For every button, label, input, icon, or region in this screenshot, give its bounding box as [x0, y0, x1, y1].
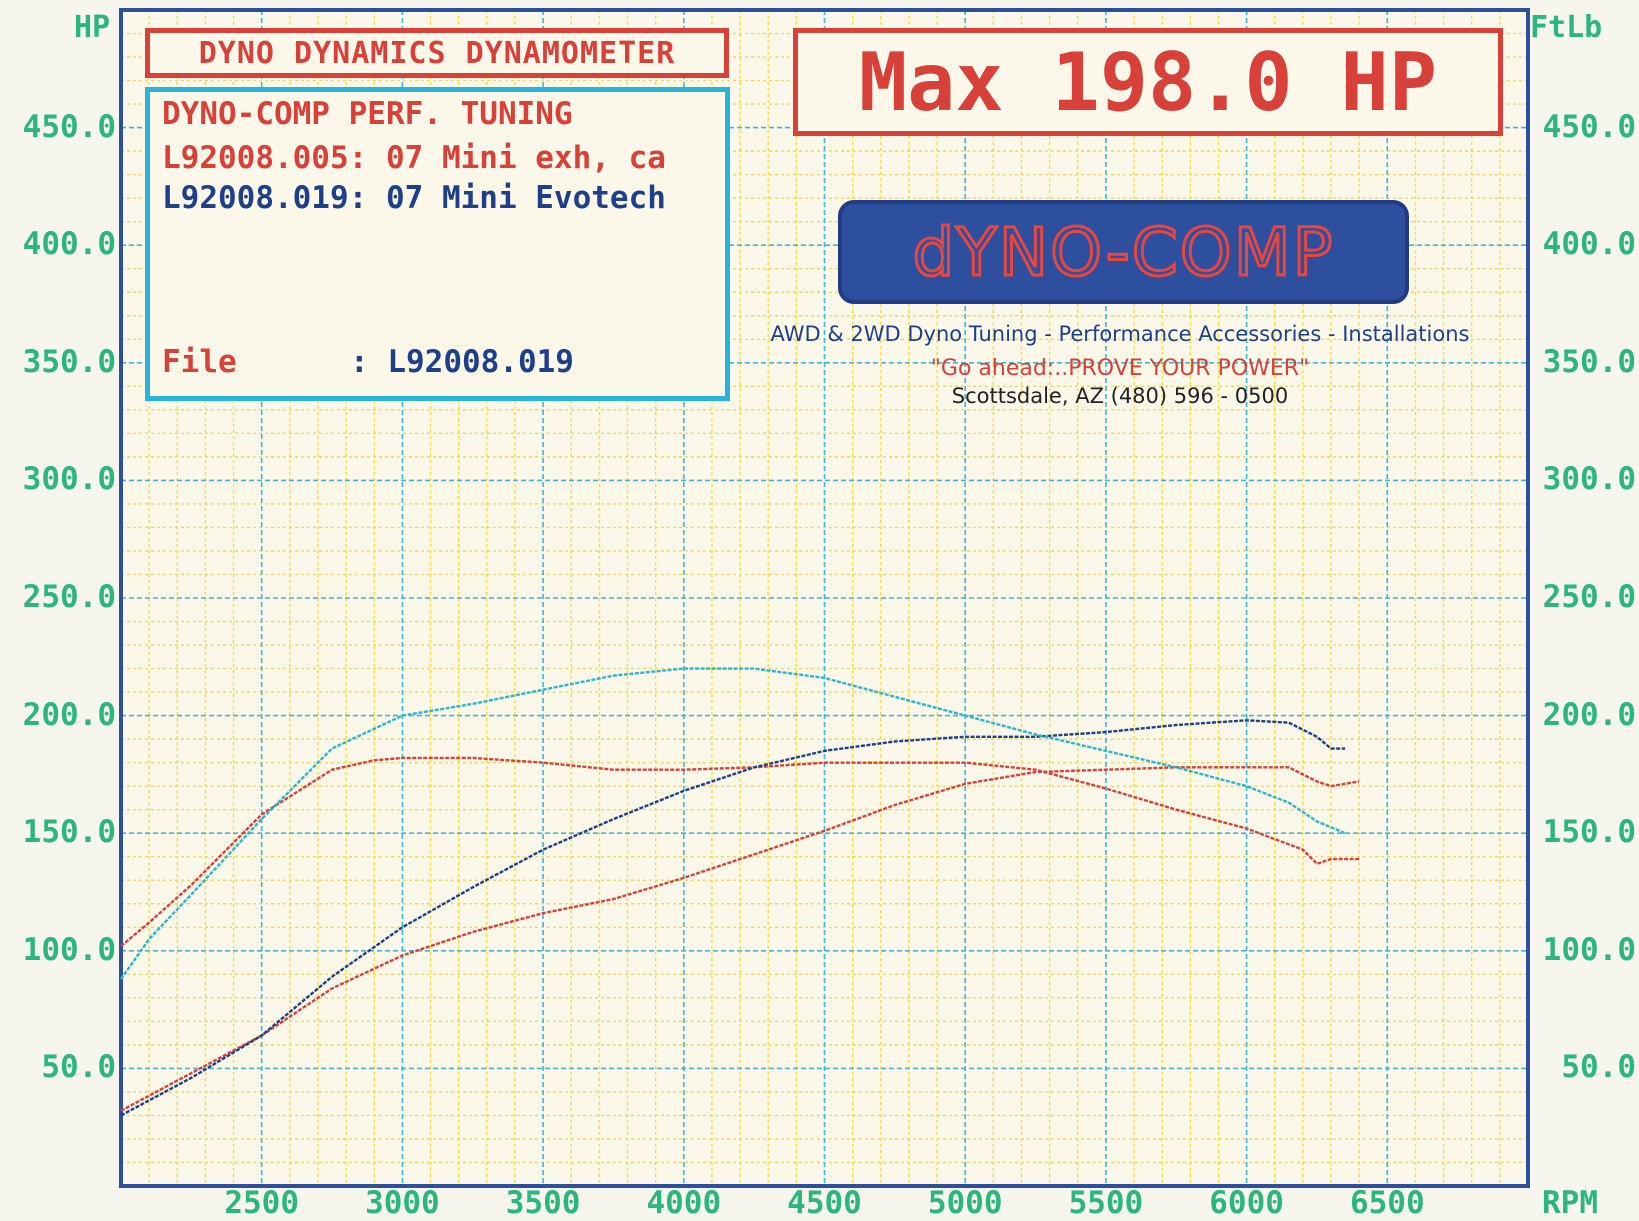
y-tick-right: 450.0 — [1542, 108, 1636, 145]
y-tick-right: 150.0 — [1542, 814, 1636, 851]
x-tick: 3500 — [505, 1185, 581, 1221]
shop-contact: Scottsdale, AZ (480) 596 - 0500 — [951, 384, 1289, 408]
x-tick: 4000 — [646, 1185, 722, 1221]
series-layer — [120, 667, 1360, 1117]
shop-slogan: "Go ahead:..PROVE YOUR POWER" — [930, 356, 1310, 381]
logo-text: dYNO-COMP — [911, 212, 1335, 292]
y-tick-left: 150.0 — [22, 814, 116, 851]
series-line-4 — [120, 667, 1346, 980]
y-tick-left: 100.0 — [22, 931, 116, 968]
y-tick-left: 250.0 — [22, 579, 116, 615]
x-tick: 6000 — [1209, 1185, 1284, 1221]
run-info-box: DYNO-COMP PERF. TUNING L92008.005: 07 Mi… — [145, 87, 730, 401]
run-2-label: L92008.019: 07 Mini Evotech — [162, 180, 666, 216]
y-tick-left: 200.0 — [22, 696, 116, 733]
x-tick: 5500 — [1068, 1185, 1144, 1221]
max-hp-value: Max 198.0 HP — [859, 35, 1437, 129]
y-axis-left-unit: HP — [74, 10, 111, 45]
y-tick-right: 350.0 — [1542, 343, 1636, 380]
max-hp-box: Max 198.0 HP — [793, 28, 1503, 136]
series-line-3 — [120, 719, 1346, 1117]
file-label: File — [162, 344, 237, 380]
file-value: : L92008.019 — [350, 344, 574, 380]
x-tick: 4500 — [787, 1185, 862, 1221]
x-tick: 3000 — [365, 1185, 440, 1221]
dyno-title: DYNO DYNAMICS DYNAMOMETER — [198, 35, 676, 71]
shop-tagline: AWD & 2WD Dyno Tuning - Performance Acce… — [770, 322, 1470, 346]
y-tick-right: 300.0 — [1542, 461, 1636, 498]
dyno-title-box: DYNO DYNAMICS DYNAMOMETER — [145, 28, 729, 78]
y-tick-left: 400.0 — [22, 226, 116, 263]
y-tick-left: 300.0 — [22, 461, 116, 498]
y-tick-left: 450.0 — [22, 108, 116, 145]
y-axis-right-unit: FtLb — [1530, 10, 1603, 45]
x-tick: 5000 — [927, 1185, 1003, 1221]
y-tick-right: 100.0 — [1542, 931, 1636, 968]
x-axis-unit: RPM — [1542, 1185, 1598, 1221]
y-tick-right: 50.0 — [1561, 1049, 1636, 1086]
series-line-1 — [120, 766, 1360, 1112]
y-tick-left: 50.0 — [41, 1049, 116, 1086]
x-tick: 2500 — [224, 1185, 300, 1221]
y-tick-right: 200.0 — [1542, 696, 1636, 733]
shop-name: DYNO-COMP PERF. TUNING — [162, 96, 573, 132]
y-tick-right: 250.0 — [1542, 579, 1636, 615]
dyno-comp-logo: dYNO-COMP — [838, 200, 1409, 304]
run-1-label: L92008.005: 07 Mini exh, ca — [162, 140, 666, 176]
x-tick: 6500 — [1349, 1185, 1425, 1221]
plot-border — [119, 8, 1530, 1188]
y-tick-right: 400.0 — [1542, 226, 1636, 263]
y-tick-left: 350.0 — [22, 343, 116, 380]
series-line-2 — [120, 756, 1360, 948]
